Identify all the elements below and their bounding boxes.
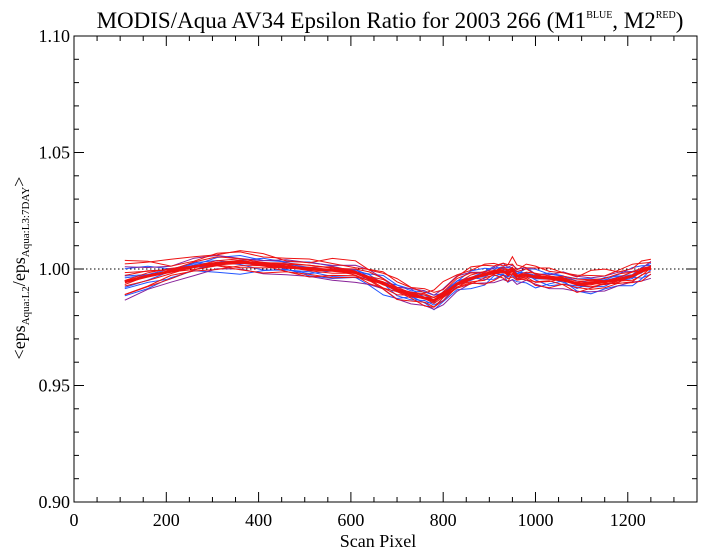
x-axis-title: Scan Pixel — [340, 531, 417, 551]
x-tick-label: 0 — [70, 510, 79, 530]
y-tick-label: 1.05 — [39, 143, 71, 163]
x-tick-label: 800 — [430, 510, 457, 530]
series-line-red — [124, 251, 651, 293]
chart-title-end: ) — [676, 8, 684, 33]
x-tick-label: 200 — [153, 510, 180, 530]
y-axis-title-sub-1: Aqua:L2 — [20, 286, 32, 325]
y-tick-label: 0.95 — [39, 376, 71, 396]
y-axis-title: <epsAqua:L2/epsAqua:L3:7DAY> — [9, 177, 32, 360]
y-tick-label: 0.90 — [39, 492, 71, 512]
x-tick-label: 1200 — [610, 510, 646, 530]
series-line-mean — [124, 260, 652, 303]
chart-title-sup-red: RED — [656, 10, 676, 21]
y-axis-title-part-1: <eps — [9, 325, 29, 359]
series-layer — [124, 250, 652, 311]
series-line-purple — [124, 254, 652, 296]
x-axis-ticks: 0 200 400 600 800 1000 1200 — [70, 36, 675, 530]
x-tick-label: 400 — [245, 510, 272, 530]
chart-title-sup-blue: BLUE — [586, 10, 612, 21]
series-line-purple — [124, 268, 652, 310]
series-line-red — [124, 250, 651, 294]
plot-area: 0 200 400 600 800 1000 1200 0.90 0.95 1.00 1.05 1.… — [39, 26, 698, 530]
chart-title-main: MODIS/Aqua AV34 Epsilon Ratio for 2003 2… — [97, 8, 587, 33]
series-line-red — [124, 265, 652, 308]
y-axis-title-part-2: /eps — [9, 257, 29, 286]
y-tick-label: 1.00 — [39, 259, 71, 279]
y-axis-title-part-3: > — [9, 177, 29, 187]
chart-title-mid: , M2 — [612, 8, 655, 33]
y-axis-ticks: 0.90 0.95 1.00 1.05 1.10 — [39, 26, 697, 512]
x-tick-label: 1000 — [517, 510, 553, 530]
y-axis-title-sub-2: Aqua:L3:7DAY — [20, 187, 32, 258]
y-tick-label: 1.10 — [39, 26, 71, 46]
series-line-red — [124, 256, 652, 299]
x-tick-label: 600 — [337, 510, 364, 530]
chart-title: MODIS/Aqua AV34 Epsilon Ratio for 2003 2… — [97, 8, 684, 33]
